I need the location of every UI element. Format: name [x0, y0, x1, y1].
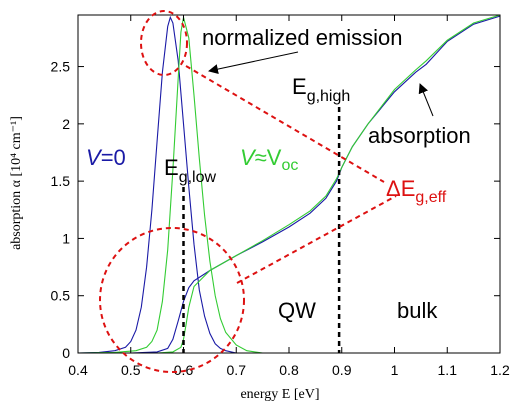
x-tick-label-1: 0.5 — [121, 362, 141, 378]
eg-high-main: E — [292, 74, 307, 99]
voc-sub: oc — [281, 157, 298, 174]
bulk-label: bulk — [397, 298, 438, 323]
x-tick-label-0: 0.4 — [68, 362, 88, 378]
y-tick-label-4: 2 — [62, 116, 70, 132]
eg-low-main: E — [164, 155, 179, 180]
x-axis-label: energy E [eV] — [240, 387, 319, 402]
x-tick-label-5: 0.9 — [332, 362, 352, 378]
eg-low-sub: g,low — [179, 169, 217, 186]
eg-low-label: Eg,low — [164, 155, 216, 186]
y-tick-label-3: 1.5 — [51, 173, 71, 189]
x-tick-label-4: 0.8 — [279, 362, 299, 378]
y-tick-label-2: 1 — [62, 230, 70, 246]
x-tick-label-2: 0.6 — [174, 362, 194, 378]
delta-sub: g,eff — [415, 189, 446, 206]
series-emission-0 — [77, 15, 237, 354]
absorption-arrow — [418, 83, 434, 117]
v0-label: V=0 — [86, 145, 126, 170]
x-tick-label-8: 1.2 — [490, 362, 510, 378]
v0-var: V — [86, 145, 103, 170]
qw-label: QW — [278, 298, 316, 323]
series-emission-1 — [77, 17, 263, 354]
y-axis-label: absorption α [10⁴ cm⁻¹] — [9, 116, 24, 250]
y-tick-label-1: 0.5 — [51, 288, 71, 304]
delta-connector-top — [185, 65, 385, 183]
emission-arrow — [208, 51, 299, 75]
eg-high-sub: g,high — [307, 88, 351, 105]
x-tick-label-6: 1 — [391, 362, 399, 378]
normalized-emission-label: normalized emission — [202, 25, 403, 50]
vlines — [182, 107, 341, 353]
series-absorption-2 — [78, 15, 501, 354]
absorption-edge-circle — [99, 227, 245, 373]
x-tick-label-3: 0.7 — [227, 362, 247, 378]
y-tick-label-5: 2.5 — [51, 59, 71, 75]
x-tick-label-7: 1.1 — [438, 362, 458, 378]
emission-peak-circle — [140, 10, 188, 76]
voc-rest: ≈V — [255, 145, 282, 170]
v0-rest: =0 — [101, 145, 126, 170]
delta-main: ΔE — [386, 176, 415, 201]
eg-high-label: Eg,high — [292, 74, 350, 105]
delta-eg-eff-label: ΔEg,eff — [386, 176, 447, 206]
voc-label: V≈Voc — [240, 145, 298, 174]
y-tick-label-0: 0 — [62, 345, 70, 361]
voc-var: V — [240, 145, 257, 170]
absorption-label: absorption — [368, 123, 471, 148]
delta-connector-bottom — [236, 195, 397, 284]
ticks: 0.4 0.5 0.6 0.7 0.8 0.9 1 1.1 1.2 0 0.5 1 1.5 2 2.5 — [51, 15, 510, 378]
